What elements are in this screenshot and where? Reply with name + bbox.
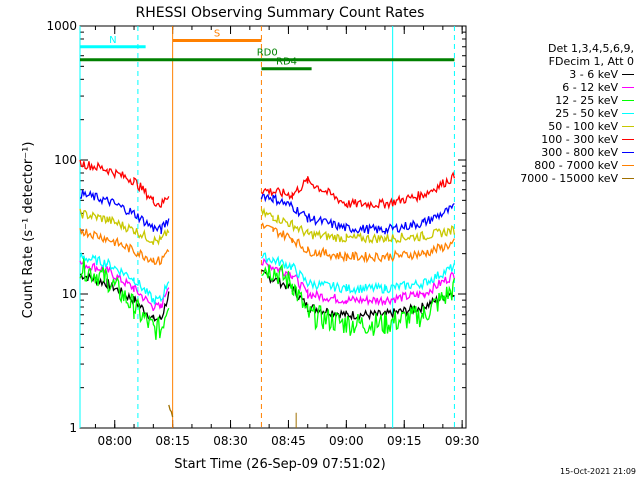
legend-item-label: 12 - 25 keV: [555, 94, 618, 107]
series-line: [260, 222, 455, 264]
legend-item: 800 - 7000 keV: [484, 159, 634, 172]
legend-swatch: [622, 74, 634, 75]
legend-swatch: [622, 87, 634, 88]
legend-item: 50 - 100 keV: [484, 120, 634, 133]
x-ticks: 08:00 08:15 08:30 08:45 09:00 09:15 09:30: [94, 26, 480, 448]
series-line: [79, 228, 170, 266]
annotation-label: S: [214, 28, 220, 39]
series-line: [79, 159, 170, 208]
series-line: [261, 257, 456, 307]
x-tick-label: 08:15: [155, 434, 190, 448]
legend-item-label: 50 - 100 keV: [548, 120, 618, 133]
legend-item: 12 - 25 keV: [484, 94, 634, 107]
legend-item-label: 6 - 12 keV: [562, 81, 618, 94]
series-line: [79, 258, 170, 312]
legend-swatch: [622, 139, 634, 140]
legend-swatch: [622, 165, 634, 166]
y-axis-label: Count Rate (s⁻¹ detector⁻¹): [21, 142, 36, 319]
x-tick-label: 09:30: [445, 434, 480, 448]
legend-item: 100 - 300 keV: [484, 133, 634, 146]
series-line: [260, 252, 456, 295]
legend: Det 1,3,4,5,6,9, FDecim 1, Att 0 3 - 6 ke…: [484, 42, 634, 185]
chart-title: RHESSI Observing Summary Count Rates: [136, 5, 425, 21]
x-tick-label: 08:45: [271, 434, 306, 448]
annotation-label: RD4: [276, 57, 297, 68]
legend-items: 3 - 6 keV 6 - 12 keV 12 - 25 keV 25 - 50 ke…: [484, 68, 634, 185]
legend-header: Det 1,3,4,5,6,9, FDecim 1, Att 0: [484, 42, 634, 68]
series-line: [168, 404, 174, 418]
legend-header-line: FDecim 1, Att 0: [548, 55, 634, 68]
annotation-label: N: [109, 35, 116, 46]
legend-item: 300 - 800 keV: [484, 146, 634, 159]
series-line: [79, 189, 170, 235]
series-line: [260, 193, 455, 235]
legend-header-line: Det 1,3,4,5,6,9,: [547, 42, 634, 55]
legend-swatch: [622, 100, 634, 101]
series-line: [79, 208, 170, 246]
annotation-label: RD0: [257, 48, 278, 59]
legend-swatch: [622, 113, 634, 114]
legend-item: 3 - 6 keV: [484, 68, 634, 81]
x-tick-label: 08:30: [213, 434, 248, 448]
y-tick-label: 100: [54, 153, 77, 167]
x-tick-label: 09:00: [329, 434, 364, 448]
x-tick-label: 09:15: [387, 434, 422, 448]
legend-swatch: [622, 126, 634, 127]
series-line: [261, 171, 456, 211]
legend-item-label: 7000 - 15000 keV: [520, 172, 618, 185]
y-tick-label: 1: [69, 421, 77, 435]
y-tick-label: 1000: [46, 19, 77, 33]
legend-item: 7000 - 15000 keV: [484, 172, 634, 185]
y-ticks: 1 10 100 1000: [46, 19, 466, 435]
legend-swatch: [622, 152, 634, 153]
series-layer: [79, 159, 456, 428]
legend-item-label: 300 - 800 keV: [541, 146, 618, 159]
series-line: [79, 251, 170, 305]
legend-item: 6 - 12 keV: [484, 81, 634, 94]
series-line: [260, 207, 456, 245]
legend-item-label: 3 - 6 keV: [569, 68, 618, 81]
footer-timestamp: 15-Oct-2021 21:09: [560, 467, 636, 476]
legend-swatch: [622, 178, 634, 179]
vertical-markers: [79, 26, 455, 428]
legend-item-label: 800 - 7000 keV: [534, 159, 618, 172]
series-line: [79, 256, 170, 340]
series-line: [261, 263, 456, 336]
legend-item: 25 - 50 keV: [484, 107, 634, 120]
legend-item-label: 100 - 300 keV: [541, 133, 618, 146]
x-tick-label: 08:00: [97, 434, 132, 448]
y-tick-label: 10: [62, 287, 77, 301]
x-axis-label: Start Time (26-Sep-09 07:51:02): [174, 457, 385, 472]
legend-item-label: 25 - 50 keV: [555, 107, 618, 120]
